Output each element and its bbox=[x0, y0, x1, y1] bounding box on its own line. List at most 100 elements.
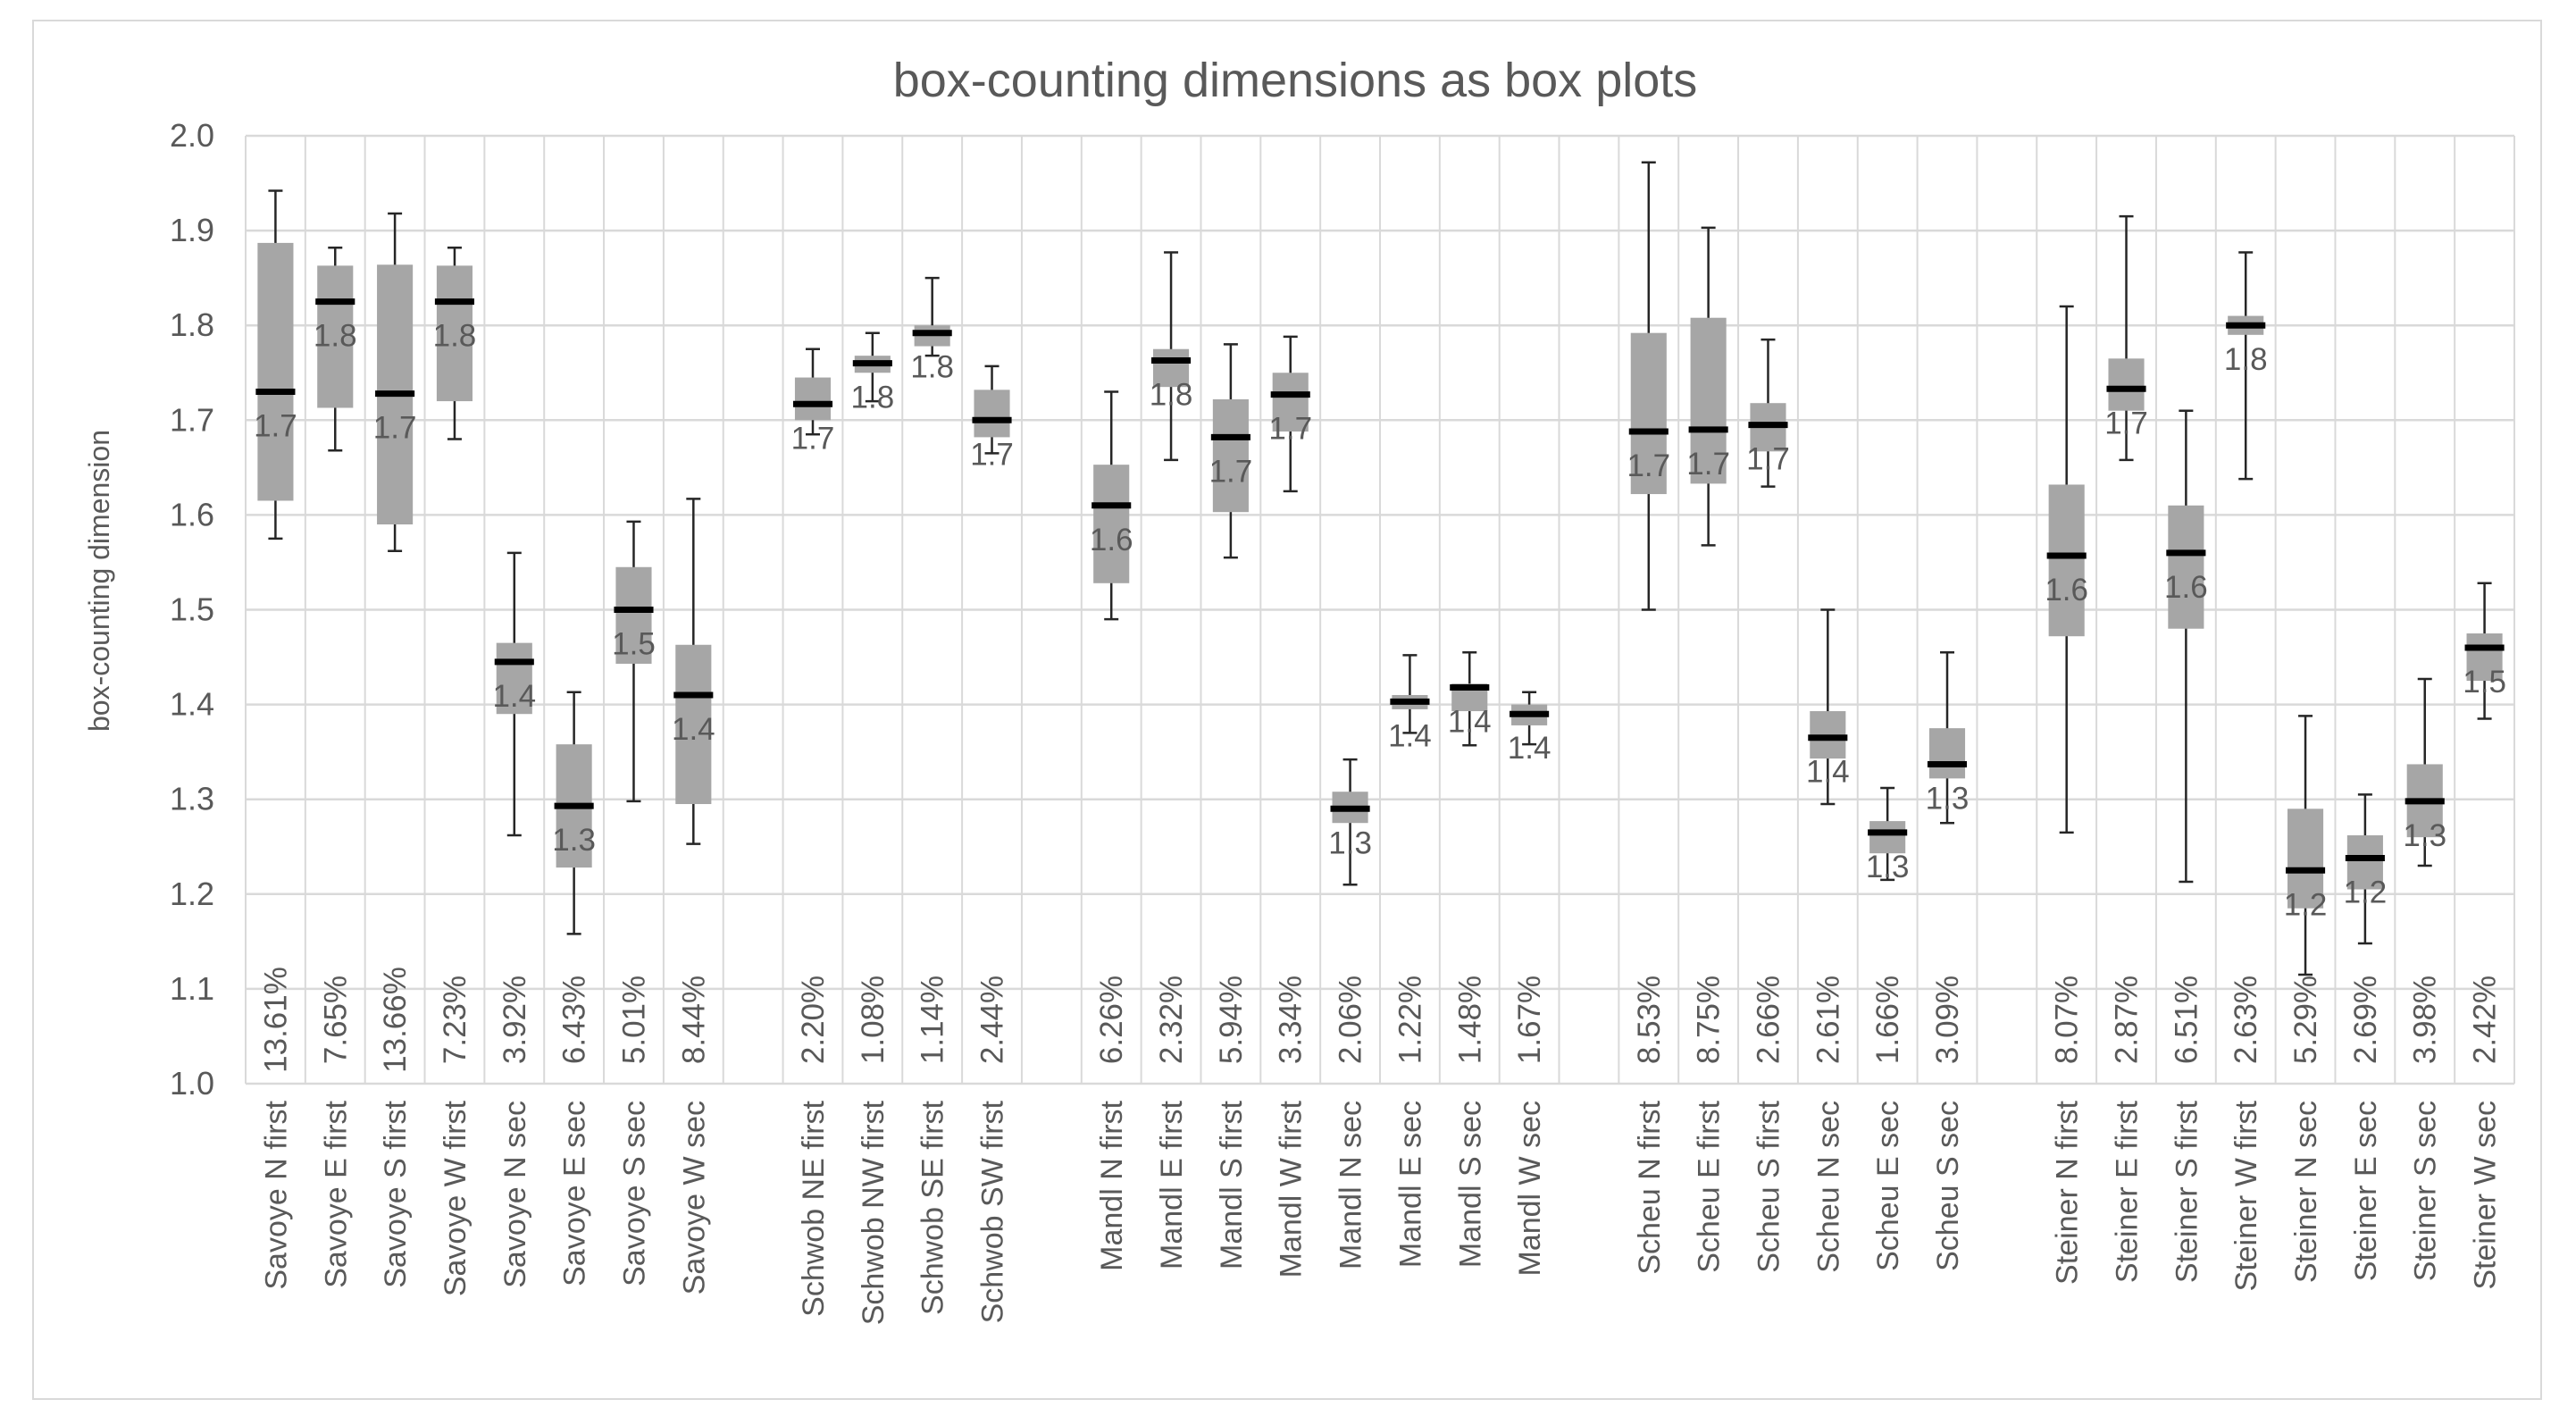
percent-label: 1.67% bbox=[1512, 976, 1547, 1064]
median-label: 1.7 bbox=[254, 408, 297, 443]
percent-label: 8.75% bbox=[1692, 976, 1727, 1064]
iqr-box bbox=[1272, 373, 1309, 432]
box-plot: 1.4 3.92% bbox=[492, 551, 536, 1064]
median-label: 1.7 bbox=[970, 437, 1014, 472]
category-label: Steiner N first bbox=[2051, 1100, 2085, 1284]
percent-label: 5.94% bbox=[1214, 976, 1249, 1064]
median-label: 1.3 bbox=[1328, 825, 1372, 860]
percent-label: 6.43% bbox=[557, 976, 592, 1064]
category-label: Savoye N sec bbox=[498, 1101, 532, 1288]
iqr-box bbox=[317, 265, 354, 408]
iqr-box bbox=[496, 642, 532, 715]
percent-label: 2.06% bbox=[1334, 976, 1368, 1064]
category-label: Steiner E first bbox=[2111, 1100, 2145, 1283]
iqr-box bbox=[1690, 317, 1727, 484]
y-axis-label: box-counting dimension bbox=[83, 430, 115, 732]
category-label: Steiner W first bbox=[2229, 1100, 2263, 1291]
box-plot: 1.6 6.51% bbox=[2164, 409, 2208, 1064]
category-label: Scheu N first bbox=[1633, 1100, 1667, 1274]
median-label: 1.3 bbox=[1926, 781, 1970, 816]
median-label: 1.2 bbox=[2344, 875, 2388, 909]
median-label: 1.8 bbox=[433, 319, 477, 354]
median-label: 1.4 bbox=[492, 679, 536, 714]
median-label: 1.7 bbox=[1627, 448, 1670, 483]
median-label: 1.5 bbox=[612, 627, 656, 662]
y-axis-ticks: 1.0 1.1 1.2 1.3 1.4 1.5 1.6 1.7 1.8 1.9 2.0 bbox=[170, 117, 214, 1102]
percent-label: 1.66% bbox=[1870, 976, 1905, 1064]
box-plot: 1.3 1.66% bbox=[1866, 786, 1909, 1064]
y-tick-label: 1.0 bbox=[170, 1065, 214, 1102]
box-plot: 1.8 7.23% bbox=[433, 246, 477, 1064]
percent-label: 2.63% bbox=[2229, 976, 2263, 1064]
category-label: Scheu N sec bbox=[1811, 1101, 1845, 1273]
box-plot: 1.5 5.01% bbox=[612, 520, 656, 1064]
percent-label: 2.44% bbox=[975, 976, 1010, 1064]
box-plot: 1.7 8.53% bbox=[1627, 161, 1670, 1064]
category-label: Savoye W sec bbox=[677, 1101, 711, 1295]
median-label: 1.8 bbox=[314, 319, 357, 354]
category-label: Mandl S sec bbox=[1453, 1101, 1487, 1268]
box-plot: 1.7 3.34% bbox=[1268, 335, 1312, 1064]
category-label: Steiner S sec bbox=[2409, 1101, 2443, 1281]
percent-label: 6.51% bbox=[2169, 976, 2204, 1064]
y-tick-label: 1.5 bbox=[170, 591, 214, 628]
percent-label: 3.92% bbox=[498, 976, 532, 1064]
iqr-box bbox=[615, 566, 652, 664]
box-plot: 1.4 2.61% bbox=[1806, 608, 1850, 1064]
median-label: 1.7 bbox=[1268, 412, 1312, 447]
category-label: Scheu S sec bbox=[1931, 1101, 1965, 1271]
box-plot: 1.3 3.09% bbox=[1926, 650, 1970, 1064]
box-plot: 1.7 2.44% bbox=[970, 364, 1014, 1064]
percent-label: 3.98% bbox=[2408, 976, 2443, 1064]
box-plot: 1.4 1.48% bbox=[1448, 650, 1492, 1064]
iqr-box bbox=[794, 377, 832, 421]
box-plot: 1.2 2.69% bbox=[2344, 793, 2388, 1064]
box-plot: 1.6 8.07% bbox=[2045, 305, 2088, 1064]
gridlines bbox=[245, 134, 2515, 1085]
x-axis-categories: Savoye N first Savoye E first Savoye S fir… bbox=[259, 1100, 2502, 1325]
box-plot: 1.4 8.44% bbox=[672, 498, 715, 1064]
iqr-box bbox=[675, 644, 712, 805]
median-label: 1.6 bbox=[1090, 523, 1133, 557]
box-plot: 1.8 1.14% bbox=[910, 276, 954, 1064]
category-label: Mandl S first bbox=[1215, 1100, 1249, 1269]
iqr-box bbox=[1928, 728, 1966, 779]
category-label: Savoye E sec bbox=[558, 1101, 592, 1286]
iqr-box bbox=[974, 390, 1010, 438]
percent-label: 3.34% bbox=[1274, 976, 1309, 1064]
box-plot: 1.4 1.22% bbox=[1388, 654, 1432, 1064]
box-plot: 1.6 6.26% bbox=[1090, 390, 1133, 1064]
iqr-box bbox=[1212, 398, 1249, 513]
iqr-box bbox=[436, 265, 473, 402]
category-label: Scheu E first bbox=[1693, 1100, 1727, 1272]
chart-title: box-counting dimensions as box plots bbox=[893, 54, 1698, 107]
iqr-box bbox=[1869, 821, 1906, 854]
box-plot: 1.7 8.75% bbox=[1686, 226, 1730, 1064]
category-label: Schwob NW first bbox=[857, 1100, 891, 1325]
percent-label: 2.69% bbox=[2348, 976, 2383, 1064]
box-plot: 1.4 1.67% bbox=[1508, 691, 1551, 1064]
box-plot: 1.7 5.94% bbox=[1209, 343, 1252, 1064]
iqr-box bbox=[2108, 358, 2145, 411]
median-label: 1.4 bbox=[1806, 755, 1850, 790]
median-label: 1.8 bbox=[851, 381, 895, 415]
category-label: Mandl N first bbox=[1095, 1100, 1129, 1270]
category-label: Savoye E first bbox=[319, 1100, 353, 1287]
median-label: 1.5 bbox=[2463, 665, 2506, 700]
percent-label: 8.44% bbox=[676, 976, 711, 1064]
category-label: Steiner W sec bbox=[2469, 1101, 2503, 1290]
y-tick-label: 1.2 bbox=[170, 876, 214, 912]
percent-label: 2.42% bbox=[2468, 976, 2503, 1064]
median-label: 1.6 bbox=[2045, 573, 2088, 607]
box-series: 1.7 13.61% 1.8 7.65% 1.7 13.66% 1.8 7.23% 1.4 3.9… bbox=[254, 161, 2506, 1073]
category-label: Scheu E sec bbox=[1871, 1101, 1905, 1271]
box-plot: 1.5 2.42% bbox=[2463, 582, 2506, 1064]
percent-label: 8.53% bbox=[1632, 976, 1667, 1064]
iqr-box bbox=[2168, 505, 2204, 629]
median-label: 1.3 bbox=[2403, 818, 2446, 853]
y-tick-label: 1.1 bbox=[170, 970, 214, 1007]
category-label: Mandl E first bbox=[1155, 1100, 1189, 1269]
median-label: 1.7 bbox=[791, 421, 835, 456]
category-label: Steiner E sec bbox=[2349, 1101, 2383, 1281]
percent-label: 3.09% bbox=[1930, 976, 1965, 1064]
